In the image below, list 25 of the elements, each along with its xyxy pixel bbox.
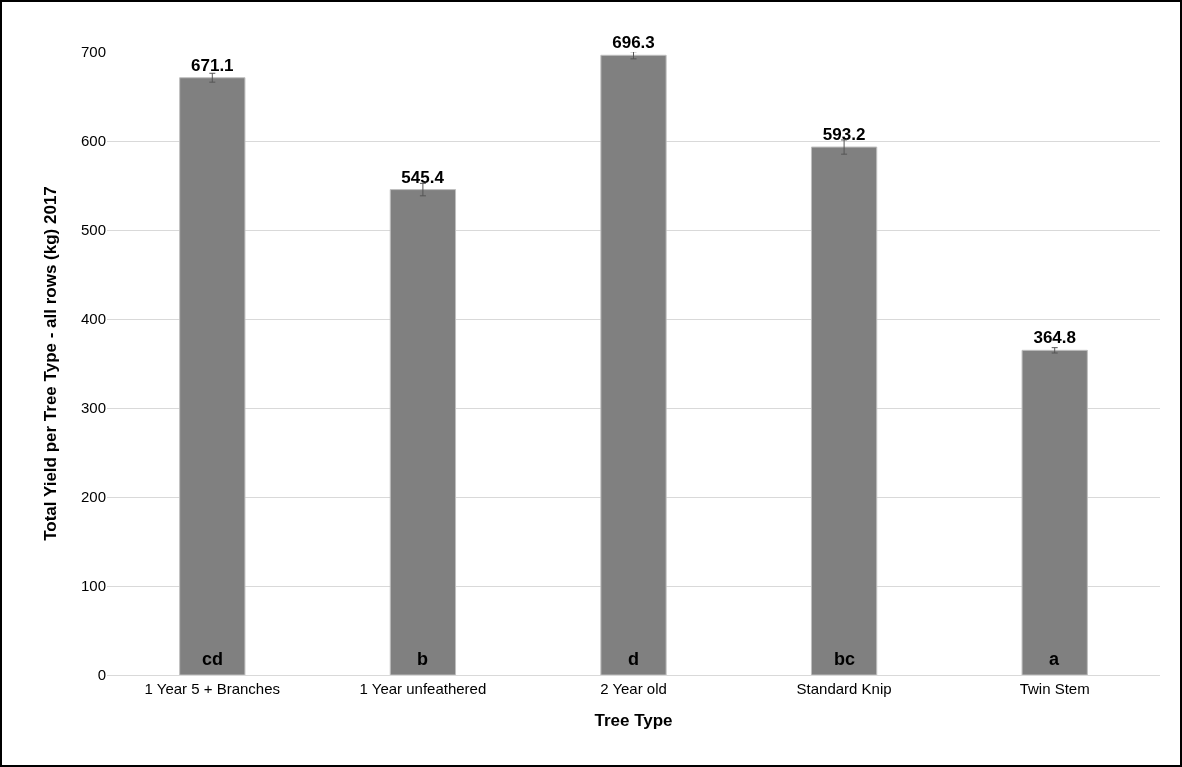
data-label: 593.2 <box>822 125 866 145</box>
x-tick-label: Standard Knip <box>796 680 892 697</box>
y-axis-title: Total Yield per Tree Type - all rows (kg) 2017 <box>40 186 60 541</box>
x-axis-title: Tree Type <box>594 711 673 731</box>
annotation: a <box>1049 649 1060 669</box>
y-tick-label: 300 <box>80 399 106 417</box>
data-label: 545.4 <box>401 167 445 187</box>
y-tick-label: 100 <box>80 577 106 595</box>
y-tick-label: 700 <box>80 43 106 61</box>
y-tick-label: 200 <box>80 488 106 506</box>
y-tick-label: 600 <box>80 132 106 150</box>
annotation: d <box>628 649 639 669</box>
data-label: 364.8 <box>1033 328 1076 348</box>
x-tick-label: 1 Year 5 + Branches <box>144 680 281 697</box>
annotation: b <box>417 649 428 669</box>
data-label: 671.1 <box>191 55 234 75</box>
annotation: bc <box>834 649 856 669</box>
annotation: cd <box>202 649 224 669</box>
x-tick-label: Twin Stem <box>1019 680 1090 697</box>
y-tick-label: 400 <box>80 310 106 328</box>
y-tick-label: 0 <box>97 666 106 684</box>
x-tick-label: 1 Year unfeathered <box>359 680 487 697</box>
y-tick-label: 500 <box>80 221 106 239</box>
x-tick-label: 2 Year old <box>600 680 667 697</box>
data-label: 696.3 <box>612 33 655 53</box>
